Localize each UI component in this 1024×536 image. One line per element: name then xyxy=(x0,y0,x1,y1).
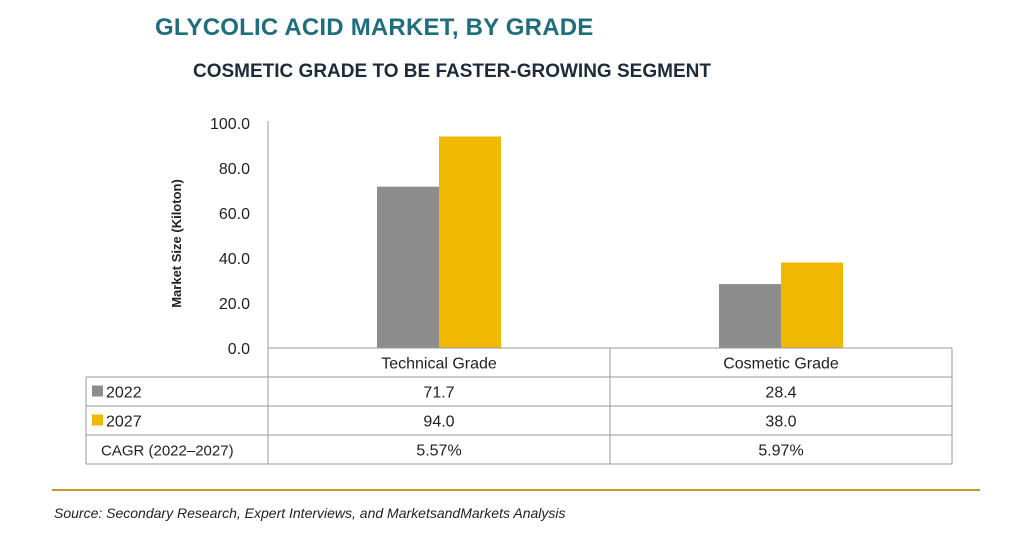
bar-2022-cosmetic-grade xyxy=(719,284,781,348)
bar-2027-technical-grade xyxy=(439,136,501,348)
y-tick-label: 80.0 xyxy=(219,161,250,178)
footer-divider xyxy=(52,489,980,491)
legend-label: 2027 xyxy=(106,414,142,431)
category-label: Cosmetic Grade xyxy=(723,356,839,373)
source-note: Source: Secondary Research, Expert Inter… xyxy=(54,505,566,521)
y-tick-label: 0.0 xyxy=(228,341,250,358)
category-label: Technical Grade xyxy=(381,356,497,373)
y-axis-title: Market Size (Kiloton) xyxy=(169,179,184,308)
legend-swatch-2022 xyxy=(92,385,103,397)
y-tick-label: 60.0 xyxy=(219,206,250,223)
chart-subtitle: COSMETIC GRADE TO BE FASTER-GROWING SEGM… xyxy=(193,61,711,82)
cagr-row-label: CAGR (2022–2027) xyxy=(101,443,234,460)
y-tick-label: 20.0 xyxy=(219,296,250,313)
bar-chart-with-data-table: 0.0 20.0 40.0 60.0 80.0 100.0 Market Size (Kil… xyxy=(85,116,953,465)
data-label: 38.0 xyxy=(765,414,796,431)
data-label: 71.7 xyxy=(423,385,454,402)
legend-swatch-2027 xyxy=(92,414,103,426)
legend-label: 2022 xyxy=(106,385,142,402)
y-tick-label: 100.0 xyxy=(210,116,250,133)
cagr-value: 5.97% xyxy=(758,443,803,460)
bar-2022-technical-grade xyxy=(377,186,439,348)
y-tick-label: 40.0 xyxy=(219,251,250,268)
data-label: 94.0 xyxy=(423,414,454,431)
chart-title: GLYCOLIC ACID MARKET, BY GRADE xyxy=(155,14,594,41)
data-label: 28.4 xyxy=(765,385,796,402)
bar-2027-cosmetic-grade xyxy=(781,262,843,348)
cagr-value: 5.57% xyxy=(416,443,461,460)
